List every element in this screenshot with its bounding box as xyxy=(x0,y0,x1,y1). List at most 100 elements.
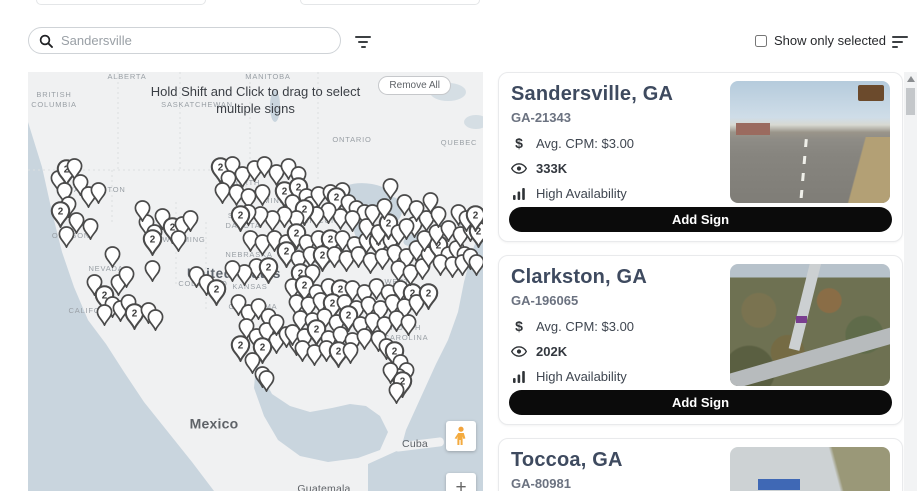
card-title: Clarkston, GA xyxy=(511,266,647,288)
cpm-row: $ Avg. CPM: $3.00 xyxy=(511,135,890,151)
svg-text:2: 2 xyxy=(329,299,335,310)
map-pin[interactable] xyxy=(86,274,103,301)
dollar-icon: $ xyxy=(515,318,523,334)
map-cluster-pin[interactable]: 2 xyxy=(252,337,273,369)
scrollbar-thumb[interactable] xyxy=(906,88,915,115)
map-pin[interactable] xyxy=(147,309,164,336)
map-pin[interactable] xyxy=(382,178,399,205)
map-cluster-pin[interactable]: 2 xyxy=(230,335,251,367)
svg-text:2: 2 xyxy=(149,235,155,246)
bar-chart-icon xyxy=(511,187,527,200)
road-shoulder xyxy=(830,137,890,203)
map-cluster-pin[interactable]: 2 xyxy=(418,283,439,315)
map-canvas[interactable]: BRITISH COLUMBIA ALBERTA SASKATCHEWAN MANIT… xyxy=(28,72,483,491)
highway-in-photo xyxy=(730,324,890,386)
sign-card-sandersville[interactable]: Sandersville, GA GA-21343 $ Avg. CPM: $3… xyxy=(498,72,903,242)
availability-row: High Availability xyxy=(511,369,890,384)
road-in-photo xyxy=(788,264,823,351)
map-pin[interactable] xyxy=(254,184,271,211)
sign-card-toccoa[interactable]: Toccoa, GA GA-80981 xyxy=(498,438,903,491)
map-pin[interactable] xyxy=(388,382,405,409)
sort-icon[interactable] xyxy=(892,36,908,48)
show-only-selected-checkbox[interactable] xyxy=(755,34,767,47)
svg-text:2: 2 xyxy=(169,223,175,234)
map-pin[interactable] xyxy=(398,218,415,245)
map-pin[interactable] xyxy=(344,210,361,237)
map-pin[interactable] xyxy=(258,370,275,397)
filter-icon[interactable] xyxy=(355,36,371,48)
map-pin[interactable] xyxy=(104,246,121,273)
map-pin[interactable] xyxy=(188,266,205,293)
eye-icon xyxy=(511,163,527,174)
map-pin[interactable] xyxy=(154,208,171,235)
map-pin[interactable] xyxy=(68,212,85,239)
map-pin[interactable] xyxy=(408,200,425,227)
billboard-in-photo xyxy=(796,316,807,323)
svg-text:2: 2 xyxy=(217,163,223,174)
sign-photo xyxy=(730,264,890,386)
availability-row: High Availability xyxy=(511,186,890,201)
map-pin[interactable] xyxy=(58,226,75,253)
map-cluster-pin[interactable]: 2 xyxy=(206,279,227,311)
sign-list: Sandersville, GA GA-21343 $ Avg. CPM: $3… xyxy=(498,72,903,491)
map-pin[interactable] xyxy=(268,314,285,341)
map-pin[interactable] xyxy=(382,362,399,389)
map-pin[interactable] xyxy=(224,260,241,287)
map-cluster-pin[interactable]: 2 xyxy=(465,205,483,237)
pegman-control[interactable] xyxy=(446,421,476,451)
map-cluster-pin[interactable]: 2 xyxy=(142,229,163,261)
sign-card-clarkston[interactable]: Clarkston, GA GA-196065 $ Avg. CPM: $3.0… xyxy=(498,255,903,425)
map-cluster-pin[interactable]: 2 xyxy=(286,223,307,255)
svg-text:2: 2 xyxy=(237,341,243,352)
map-cluster-pin[interactable]: 2 xyxy=(378,213,399,245)
card-title: Sandersville, GA xyxy=(511,83,674,105)
svg-text:2: 2 xyxy=(472,211,478,222)
zoom-in-button[interactable]: + xyxy=(446,473,476,491)
lane-markings xyxy=(799,138,808,203)
map-pin[interactable] xyxy=(182,210,199,237)
map-pin[interactable] xyxy=(422,192,439,219)
svg-text:2: 2 xyxy=(399,377,405,388)
map-pin[interactable] xyxy=(96,304,113,331)
remove-all-button[interactable]: Remove All xyxy=(378,76,451,95)
billboard-in-photo xyxy=(858,85,884,101)
svg-text:2: 2 xyxy=(475,227,481,238)
search-input[interactable] xyxy=(61,33,330,48)
map-cluster-pin[interactable]: 2 xyxy=(50,201,71,233)
map-cluster-pin[interactable]: 2 xyxy=(230,205,251,237)
scroll-up-arrow[interactable] xyxy=(906,76,915,82)
svg-text:2: 2 xyxy=(265,263,271,274)
map-cluster-pin[interactable]: 2 xyxy=(294,199,315,231)
map-pin[interactable] xyxy=(118,266,135,293)
svg-text:2: 2 xyxy=(101,291,107,302)
list-scrollbar[interactable] xyxy=(904,72,917,491)
cutoff-field-left xyxy=(36,0,206,5)
pegman-icon xyxy=(454,426,466,445)
map-pin[interactable] xyxy=(280,158,297,185)
map-pin[interactable] xyxy=(134,200,151,227)
add-sign-button[interactable]: Add Sign xyxy=(509,207,892,232)
map-pin[interactable] xyxy=(468,254,483,281)
search-box[interactable] xyxy=(28,27,341,54)
map-pin[interactable] xyxy=(170,230,187,257)
map-pin[interactable] xyxy=(400,314,417,341)
map-cluster-pin[interactable]: 2 xyxy=(392,371,413,403)
map-pin[interactable] xyxy=(250,298,267,325)
map-pin[interactable] xyxy=(370,330,387,357)
map-pin[interactable] xyxy=(376,198,393,225)
map-pin[interactable] xyxy=(342,342,359,369)
add-sign-button[interactable]: Add Sign xyxy=(509,390,892,415)
map-pin[interactable] xyxy=(82,218,99,245)
svg-text:2: 2 xyxy=(335,347,341,358)
map-pin[interactable] xyxy=(430,206,447,233)
svg-text:2: 2 xyxy=(425,289,431,300)
map-cluster-pin[interactable]: 2 xyxy=(258,257,279,289)
show-only-selected[interactable]: Show only selected xyxy=(755,33,886,48)
map-pin[interactable] xyxy=(144,260,161,287)
map-pin[interactable] xyxy=(256,156,273,183)
map-pin[interactable] xyxy=(72,174,89,201)
map-pin[interactable] xyxy=(230,294,247,321)
map-cluster-pin[interactable]: 2 xyxy=(338,305,359,337)
map-pin[interactable] xyxy=(244,352,261,379)
map-pin[interactable] xyxy=(90,182,107,209)
